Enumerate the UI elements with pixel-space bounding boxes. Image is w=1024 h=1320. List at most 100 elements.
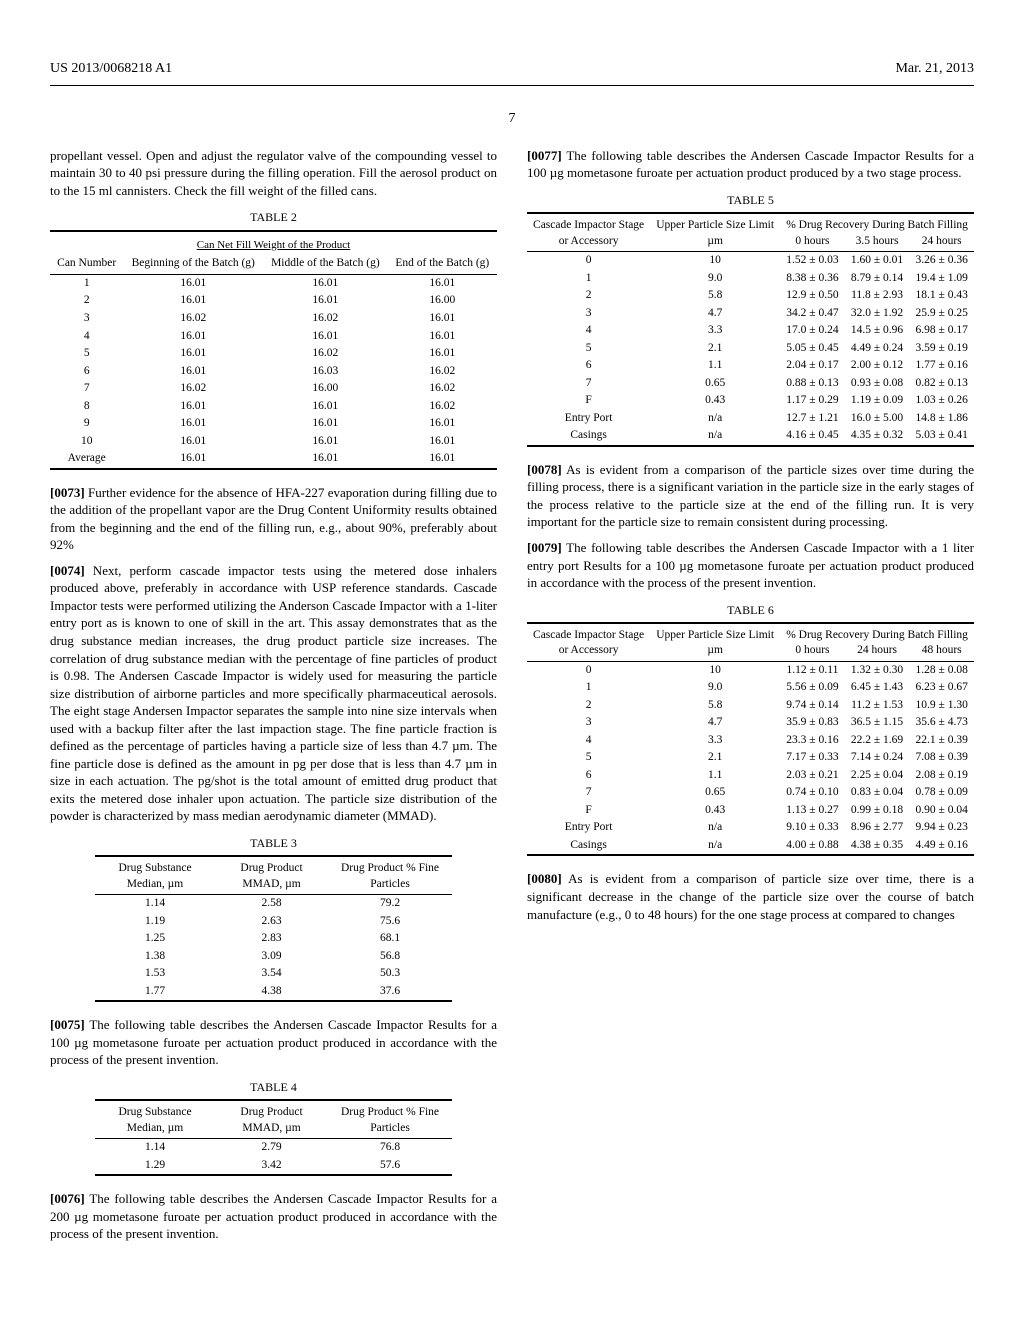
table-cell: 4.7 (650, 305, 780, 323)
table-row: 0101.12 ± 0.111.32 ± 0.301.28 ± 0.08 (527, 661, 974, 679)
table-cell: 4.49 ± 0.24 (845, 340, 910, 358)
table-cell: 0.43 (650, 392, 780, 410)
table-cell: 3 (527, 714, 650, 732)
table-cell: 35.6 ± 4.73 (909, 714, 974, 732)
table-cell: 16.02 (123, 380, 263, 398)
table-cell: 16.01 (388, 415, 497, 433)
table-cell: 9.94 ± 0.23 (909, 819, 974, 837)
table-cell: 2.03 ± 0.21 (780, 767, 845, 785)
table-cell: 16.01 (123, 328, 263, 346)
table-6-grid: Cascade Impactor Stage Upper Particle Si… (527, 622, 974, 857)
table-5-label: TABLE 5 (527, 192, 974, 208)
table-cell: 9.0 (650, 679, 780, 697)
table-cell: 16.01 (388, 433, 497, 451)
table-cell: 4.38 (215, 983, 327, 1001)
t5-h1-0: Cascade Impactor Stage (527, 216, 650, 234)
table-6-label: TABLE 6 (527, 602, 974, 618)
table-cell: 16.01 (263, 433, 388, 451)
table-cell: 16.01 (123, 363, 263, 381)
table-cell: 75.6 (328, 913, 453, 931)
table-3: TABLE 3 Drug Substance Median, µm Drug P… (50, 835, 497, 1002)
t6-h2-0: or Accessory (527, 643, 650, 661)
table-cell: 8.96 ± 2.77 (845, 819, 910, 837)
para-0077-text: The following table describes the Anders… (527, 148, 974, 181)
para-0079: [0079] The following table describes the… (527, 539, 974, 592)
table-2-subtitle: Can Net Fill Weight of the Product (50, 236, 497, 255)
table-cell: 6.23 ± 0.67 (909, 679, 974, 697)
table-cell: 6.45 ± 1.43 (845, 679, 910, 697)
table-cell: 1.1 (650, 357, 780, 375)
table-cell: 6 (527, 767, 650, 785)
table-cell: 16.0 ± 5.00 (845, 410, 910, 428)
content-columns: propellant vessel. Open and adjust the r… (50, 147, 974, 1247)
table-cell: 14.5 ± 0.96 (845, 322, 910, 340)
table-row: 19.08.38 ± 0.368.79 ± 0.1419.4 ± 1.09 (527, 270, 974, 288)
para-0076-num: [0076] (50, 1191, 85, 1206)
page-number: 7 (50, 110, 974, 129)
para-0075: [0075] The following table describes the… (50, 1016, 497, 1069)
para-0077-num: [0077] (527, 148, 562, 163)
para-0076-text: The following table describes the Anders… (50, 1191, 497, 1241)
table-cell: 1.32 ± 0.30 (845, 661, 910, 679)
table-cell: 4 (527, 322, 650, 340)
table-cell: 8 (50, 398, 123, 416)
table-cell: 9.0 (650, 270, 780, 288)
table-row: 1.252.8368.1 (95, 930, 453, 948)
para-0074-num: [0074] (50, 563, 85, 578)
table-cell: 1.28 ± 0.08 (909, 661, 974, 679)
table-5: TABLE 5 Cascade Impactor Stage Upper Par… (527, 192, 974, 447)
table-cell: 2 (527, 287, 650, 305)
para-0078: [0078] As is evident from a comparison o… (527, 461, 974, 531)
para-0080: [0080] As is evident from a comparison o… (527, 870, 974, 923)
table-cell: 16.01 (263, 450, 388, 468)
table-cell: 0.93 ± 0.08 (845, 375, 910, 393)
table-row: 43.317.0 ± 0.2414.5 ± 0.966.98 ± 0.17 (527, 322, 974, 340)
table-cell: 2.83 (215, 930, 327, 948)
table-cell: 1.38 (95, 948, 216, 966)
header-rule (50, 85, 974, 86)
table-cell: 16.01 (388, 274, 497, 292)
table-cell: 2.58 (215, 895, 327, 913)
table-2-label: TABLE 2 (50, 209, 497, 225)
para-0073-num: [0073] (50, 485, 85, 500)
table-cell: 2.04 ± 0.17 (780, 357, 845, 375)
table-row: 1.142.5879.2 (95, 895, 453, 913)
t2-h0: Can Number (50, 254, 123, 274)
table-row: 0101.52 ± 0.031.60 ± 0.013.26 ± 0.36 (527, 252, 974, 270)
t5-h1-2: % Drug Recovery During Batch Filling (780, 216, 974, 234)
t6-h1-0: Cascade Impactor Stage (527, 626, 650, 644)
t3-h0: Drug Substance Median, µm (95, 859, 216, 895)
table-row: 70.650.74 ± 0.100.83 ± 0.040.78 ± 0.09 (527, 784, 974, 802)
table-row: F0.431.17 ± 0.291.19 ± 0.091.03 ± 0.26 (527, 392, 974, 410)
t3-h2: Drug Product % Fine Particles (328, 859, 453, 895)
table-row: 1.774.3837.6 (95, 983, 453, 1001)
table-cell: 2.00 ± 0.12 (845, 357, 910, 375)
table-row: 1016.0116.0116.01 (50, 433, 497, 451)
t5-h2-4: 24 hours (909, 234, 974, 252)
table-row: 43.323.3 ± 0.1622.2 ± 1.6922.1 ± 0.39 (527, 732, 974, 750)
table-cell: 4 (527, 732, 650, 750)
t6-h2-1: µm (650, 643, 780, 661)
table-cell: 1 (527, 679, 650, 697)
t6-h2-4: 48 hours (909, 643, 974, 661)
table-cell: 16.01 (388, 345, 497, 363)
table-cell: 4.00 ± 0.88 (780, 837, 845, 855)
table-cell: 16.02 (388, 380, 497, 398)
para-0074-text: Next, perform cascade impactor tests usi… (50, 563, 497, 824)
table-cell: 16.01 (123, 433, 263, 451)
table-cell: 16.02 (388, 398, 497, 416)
table-row: F0.431.13 ± 0.270.99 ± 0.180.90 ± 0.04 (527, 802, 974, 820)
table-cell: 1.53 (95, 965, 216, 983)
t5-h2-2: 0 hours (780, 234, 845, 252)
table-cell: 4.16 ± 0.45 (780, 427, 845, 445)
table-cell: 5 (527, 749, 650, 767)
table-4-grid: Drug Substance Median, µm Drug Product M… (95, 1099, 453, 1176)
table-cell: 16.01 (388, 450, 497, 468)
t2-h1: Beginning of the Batch (g) (123, 254, 263, 274)
para-0078-text: As is evident from a comparison of the p… (527, 462, 974, 530)
table-cell: 16.02 (123, 310, 263, 328)
table-cell: 4.38 ± 0.35 (845, 837, 910, 855)
table-cell: 6.98 ± 0.17 (909, 322, 974, 340)
table-cell: 7.08 ± 0.39 (909, 749, 974, 767)
table-cell: 11.2 ± 1.53 (845, 697, 910, 715)
